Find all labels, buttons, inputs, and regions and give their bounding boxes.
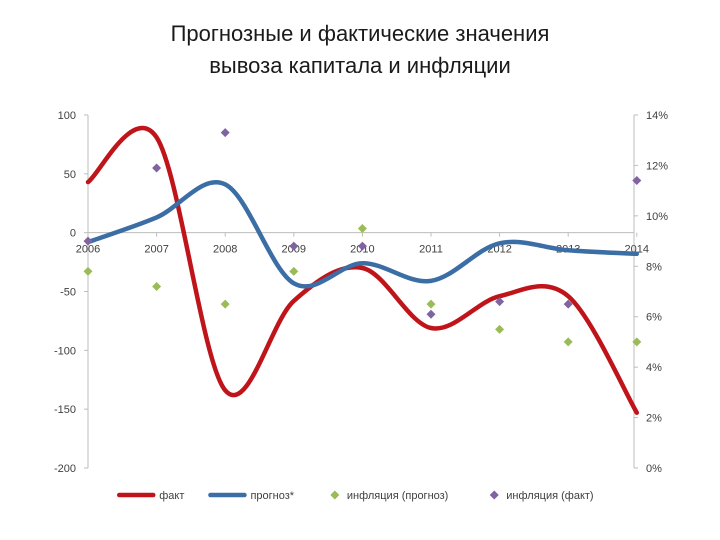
series-2-line bbox=[85, 180, 640, 289]
legend-series-4-swatch bbox=[489, 490, 499, 500]
series-3-point bbox=[289, 266, 299, 276]
right-axis-tick-label: 14% bbox=[646, 110, 668, 122]
series-4-point bbox=[357, 241, 367, 251]
left-axis-tick-label: 0 bbox=[70, 228, 76, 240]
left-axis-tick-label: -200 bbox=[54, 463, 76, 475]
series-3-point bbox=[220, 299, 230, 309]
series-3-point bbox=[83, 266, 93, 276]
left-axis-tick-label: 100 bbox=[58, 110, 76, 122]
left-axis-tick-label: -150 bbox=[54, 404, 76, 416]
series-3-point bbox=[357, 223, 367, 233]
right-axis-tick-label: 8% bbox=[646, 261, 662, 273]
right-axis-tick-label: 4% bbox=[646, 362, 662, 374]
series-3-point bbox=[152, 281, 162, 291]
series-4-point bbox=[632, 176, 642, 186]
title-line-2: вывоза капитала и инфляции bbox=[209, 53, 511, 78]
series-4-point bbox=[289, 241, 299, 251]
right-axis-tick-label: 6% bbox=[646, 312, 662, 324]
category-tick-label: 2008 bbox=[213, 244, 237, 256]
legend-series-4-label: инфляция (факт) bbox=[506, 490, 593, 502]
legend-series-1-label: факт bbox=[159, 490, 184, 502]
right-axis-tick-label: 12% bbox=[646, 160, 668, 172]
legend-series-3-label: инфляция (прогноз) bbox=[347, 490, 449, 502]
left-axis-tick-label: 50 bbox=[64, 169, 76, 181]
series-4-point bbox=[220, 128, 230, 138]
title-line-1: Прогнозные и фактические значения bbox=[170, 21, 550, 46]
series-4-point bbox=[152, 163, 162, 173]
axes-layer: 100 50 0 -50 -100 -150 -200 14% 12% 10% 8% 6% 4% 2% 0%… bbox=[54, 110, 668, 475]
right-axis-tick-label: 10% bbox=[646, 211, 668, 223]
left-axis-tick-label: -100 bbox=[54, 345, 76, 357]
series-layer bbox=[83, 125, 642, 415]
category-tick-label: 2007 bbox=[144, 244, 168, 256]
series-4-point bbox=[563, 299, 573, 309]
series-3-point bbox=[632, 337, 642, 347]
series-4-point bbox=[83, 236, 93, 246]
legend-series-3-swatch bbox=[330, 490, 340, 500]
left-axis-tick-label: -50 bbox=[60, 287, 76, 299]
category-tick-label: 2011 bbox=[419, 244, 443, 256]
legend-series-2-label: прогноз* bbox=[250, 490, 294, 502]
series-1-line bbox=[85, 125, 640, 415]
right-axis-tick-label: 0% bbox=[646, 463, 662, 475]
series-3-point bbox=[495, 324, 505, 334]
series-4-point bbox=[495, 297, 505, 307]
series-4-point bbox=[426, 309, 436, 319]
category-tick-label: 2006 bbox=[76, 244, 100, 256]
legend: факт прогноз* инфляция (прогноз) инфляция (… bbox=[117, 490, 594, 502]
series-3-point bbox=[563, 337, 573, 347]
chart-title: Прогнозные и фактические значения вывоза… bbox=[0, 18, 720, 82]
right-axis-tick-label: 2% bbox=[646, 413, 662, 425]
series-3-point bbox=[426, 299, 436, 309]
